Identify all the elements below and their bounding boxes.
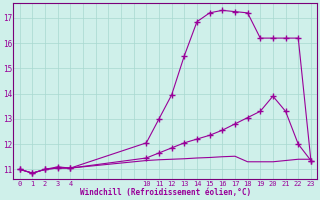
X-axis label: Windchill (Refroidissement éolien,°C): Windchill (Refroidissement éolien,°C) [80, 188, 251, 197]
